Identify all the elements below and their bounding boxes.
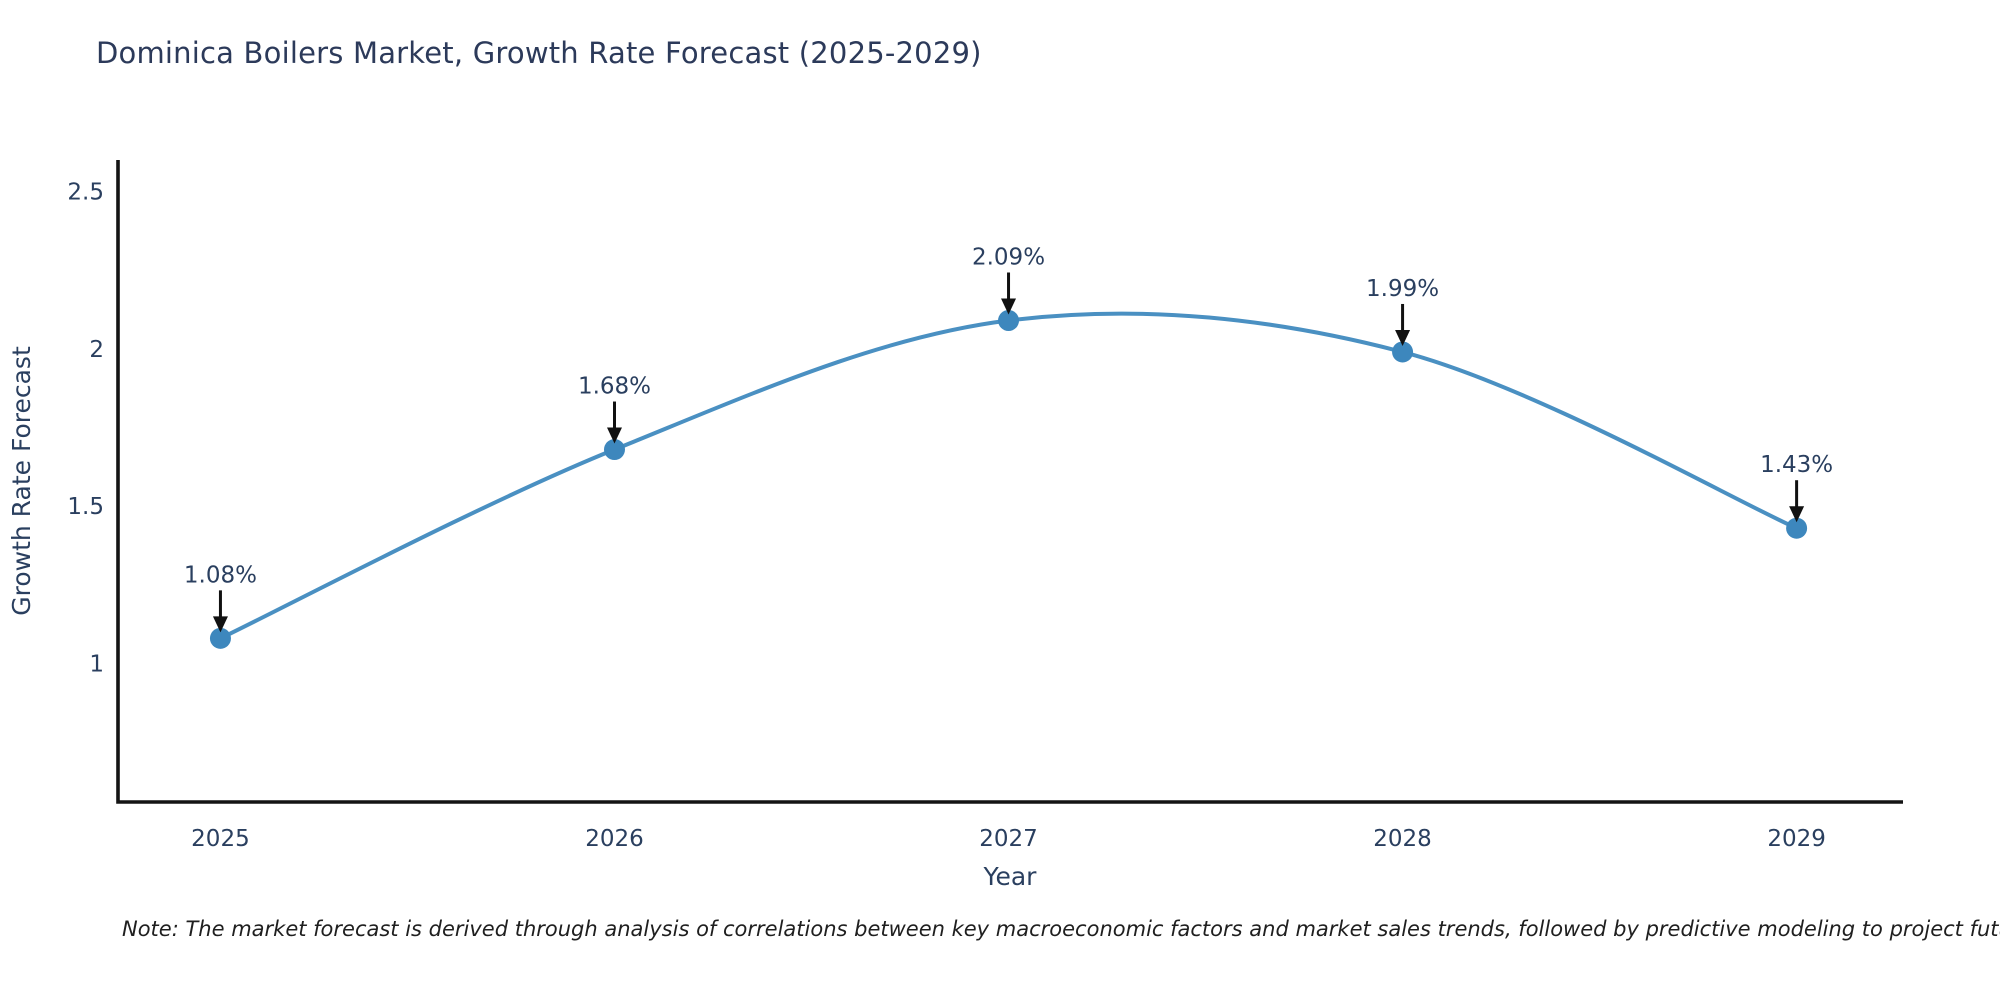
axis-lines bbox=[116, 160, 1903, 804]
x-tick-label: 2027 bbox=[979, 826, 1038, 852]
x-axis-title: Year bbox=[983, 862, 1038, 891]
chart-title: Dominica Boilers Market, Growth Rate For… bbox=[96, 36, 982, 70]
data-point-marker bbox=[603, 439, 625, 461]
annotation-arrowhead bbox=[606, 427, 622, 444]
data-point-label: 1.99% bbox=[1366, 276, 1439, 302]
x-tick-label: 2026 bbox=[585, 826, 644, 852]
data-point-label: 1.68% bbox=[578, 374, 651, 400]
annotation-arrowhead bbox=[1395, 329, 1411, 346]
data-point-marker bbox=[998, 310, 1020, 331]
forecast-line bbox=[218, 311, 1799, 641]
y-tick-label: 1.5 bbox=[67, 494, 104, 520]
footnote: Note: The market forecast is derived thr… bbox=[122, 917, 2000, 941]
annotation-arrowhead bbox=[212, 616, 228, 633]
y-tick-label: 1 bbox=[89, 652, 104, 678]
x-tick-label: 2025 bbox=[191, 826, 250, 852]
data-point-marker bbox=[1786, 517, 1808, 539]
data-point-marker bbox=[1392, 341, 1414, 363]
data-point-label: 1.43% bbox=[1760, 452, 1833, 478]
x-tick-label: 2028 bbox=[1373, 826, 1432, 852]
data-point-label: 1.08% bbox=[184, 562, 257, 588]
x-tick-label: 2029 bbox=[1767, 826, 1826, 852]
y-tick-label: 2.5 bbox=[67, 179, 104, 205]
data-point-label: 2.09% bbox=[972, 245, 1045, 271]
data-point-marker bbox=[209, 627, 231, 649]
annotation-arrowhead bbox=[1789, 506, 1805, 523]
y-tick-label: 2 bbox=[89, 337, 104, 363]
plot-area: 1 1.5 2 2.5 2025 2026 2027 2028 2029 1.08% 1.68% 2.… bbox=[67, 160, 1903, 852]
annotation-arrowhead bbox=[1001, 298, 1017, 315]
y-axis-title: Growth Rate Forecast bbox=[7, 346, 36, 616]
